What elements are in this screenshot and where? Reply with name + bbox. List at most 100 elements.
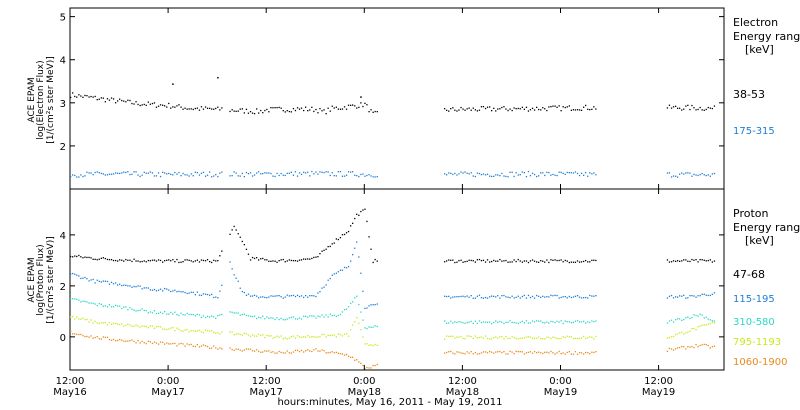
proton-series-5-point <box>689 346 691 348</box>
proton-series-4-point <box>266 334 268 337</box>
electron-series-1-point <box>119 98 121 100</box>
proton-series-4-point <box>550 337 552 340</box>
proton-series-4-point <box>566 335 568 337</box>
proton-series-5-point <box>133 340 135 342</box>
proton-series-3-point <box>117 305 119 307</box>
proton-series-5-point <box>315 348 317 350</box>
proton-series-2-point <box>482 297 485 299</box>
proton-series-4-point <box>108 321 111 324</box>
proton-series-4-point <box>239 333 241 336</box>
proton-series-5-point <box>560 352 562 355</box>
electron-series-2-point <box>260 173 262 175</box>
proton-series-3-point <box>137 310 139 312</box>
electron-series-1-point <box>143 103 145 106</box>
electron-series-1-point <box>272 107 274 109</box>
electron-outlier-point <box>217 76 219 79</box>
proton-series-3-point <box>270 317 272 319</box>
electron-series-1-point <box>374 110 376 113</box>
proton-series-3-point <box>564 320 566 322</box>
proton-series-5-point <box>296 349 299 352</box>
proton-series-3-point <box>515 322 517 324</box>
electron-series-2-point <box>587 175 589 177</box>
proton-series-5-point <box>705 344 707 346</box>
electron-series-1-point <box>100 97 102 99</box>
proton-series-2-point <box>298 295 301 298</box>
proton-series-1-point <box>172 259 174 261</box>
proton-series-2-point <box>117 284 119 286</box>
proton-series-5-point <box>501 351 503 354</box>
proton-series-4-point <box>562 336 564 338</box>
proton-series-2-point <box>347 265 350 268</box>
electron-series-1-point <box>548 106 550 108</box>
electron-series-2-point <box>286 172 288 174</box>
electron-series-2-point <box>540 172 542 174</box>
proton-series-5-point <box>470 351 472 353</box>
electron-series-1-point <box>521 106 523 108</box>
proton-series-5-point <box>517 351 519 353</box>
proton-series-5-point <box>456 351 458 353</box>
proton-series-4-point <box>243 332 245 335</box>
electron-series-1-point <box>268 111 270 113</box>
xtick-date-label: May19 <box>544 387 577 398</box>
x-axis-label: hours:minutes, May 16, 2011 - May 19, 20… <box>277 397 502 408</box>
electron-series-2-point <box>556 174 558 177</box>
proton-series-3-point <box>497 321 499 323</box>
proton-series-5-point <box>74 333 76 335</box>
electron-series-2-point <box>691 175 693 177</box>
proton-series-2-point <box>276 295 278 297</box>
proton-series-2-point <box>513 297 515 299</box>
proton-series-4-point <box>194 330 196 332</box>
electron-series-1-point <box>141 104 143 106</box>
proton-series-1-point <box>137 260 139 262</box>
proton-series-3-point <box>711 320 713 322</box>
proton-series-4-point <box>343 333 346 335</box>
proton-legend-entry-1: 47-68 <box>733 268 765 281</box>
electron-series-2-point <box>687 172 689 174</box>
proton-series-5-point <box>159 341 162 343</box>
electron-series-2-point <box>703 174 705 176</box>
proton-series-1-point <box>256 257 258 259</box>
electron-series-1-point <box>523 108 525 110</box>
proton-series-4-point <box>444 338 446 340</box>
proton-series-3-point <box>268 317 270 319</box>
proton-series-2-point <box>260 296 262 298</box>
proton-series-4-point <box>679 332 681 334</box>
proton-series-5-point <box>117 339 119 342</box>
proton-series-1-point <box>560 259 562 261</box>
electron-series-2-point <box>536 175 538 178</box>
proton-series-1-point <box>548 261 550 264</box>
proton-series-5-point <box>125 340 127 342</box>
electron-series-1-point <box>370 109 372 111</box>
proton-series-5-point <box>94 336 96 339</box>
electron-series-2-point <box>131 173 133 175</box>
electron-series-2-point <box>341 175 344 177</box>
proton-series-2-point <box>452 296 454 298</box>
proton-series-4-point <box>695 329 697 331</box>
proton-series-4-point <box>300 336 303 338</box>
proton-series-4-point <box>327 334 329 336</box>
proton-series-5-point <box>327 352 329 354</box>
proton-series-2-point <box>209 294 211 296</box>
proton-series-5-point <box>548 352 550 354</box>
proton-series-3-point <box>327 316 329 318</box>
proton-series-2-point <box>578 296 581 298</box>
electron-series-2-point <box>493 175 495 177</box>
proton-series-1-point <box>677 260 679 262</box>
proton-series-4-point <box>542 338 544 340</box>
proton-series-2-point <box>149 289 151 291</box>
proton-series-4-point <box>286 338 288 340</box>
electron-series-1-point <box>172 106 174 108</box>
electron-series-2-point <box>84 175 86 177</box>
proton-series-4-point <box>127 323 129 325</box>
electron-series-2-point <box>159 175 162 178</box>
electron-series-1-point <box>249 111 252 113</box>
proton-series-1-point <box>321 250 323 252</box>
electron-series-2-point <box>196 172 198 174</box>
proton-series-2-point <box>333 273 335 275</box>
proton-series-5-point <box>172 342 174 345</box>
proton-series-2-point <box>241 290 243 293</box>
proton-series-5-point <box>444 352 446 354</box>
proton-series-5-point <box>90 335 92 337</box>
proton-series-2-point <box>329 277 331 280</box>
proton-series-1-point <box>129 259 131 261</box>
